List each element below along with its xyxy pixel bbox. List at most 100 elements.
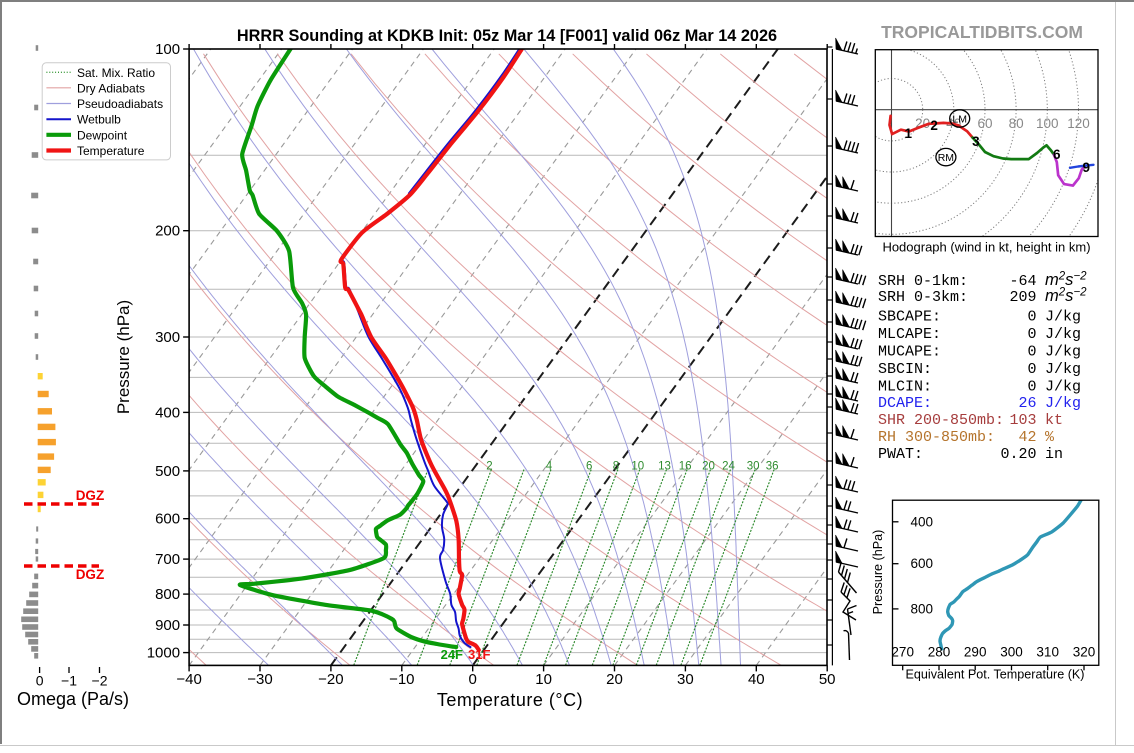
svg-text:600: 600	[911, 556, 934, 571]
svg-text:MUCAPE:: MUCAPE:	[878, 344, 941, 361]
svg-text:Temperature: Temperature	[77, 144, 145, 158]
svg-text:RM: RM	[938, 152, 954, 164]
svg-text:0.20: 0.20	[1000, 446, 1036, 463]
svg-text:500: 500	[155, 463, 180, 480]
svg-text:9: 9	[1082, 160, 1090, 175]
svg-text:−30: −30	[247, 671, 272, 688]
svg-text:100: 100	[155, 41, 180, 58]
svg-text:Temperature (°C): Temperature (°C)	[437, 690, 583, 710]
svg-text:Pressure (hPa): Pressure (hPa)	[871, 530, 885, 615]
svg-text:20: 20	[606, 671, 623, 688]
svg-text:0: 0	[1027, 344, 1036, 361]
svg-text:6: 6	[1053, 147, 1061, 162]
svg-text:MLCAPE:: MLCAPE:	[878, 326, 941, 343]
svg-text:−2: −2	[92, 673, 108, 689]
svg-text:0: 0	[1027, 326, 1036, 343]
svg-text:30: 30	[677, 671, 694, 688]
svg-text:1: 1	[904, 126, 912, 141]
svg-text:Pseudoadiabats: Pseudoadiabats	[77, 97, 163, 111]
svg-text:300: 300	[1000, 645, 1023, 660]
svg-text:PWAT:: PWAT:	[878, 446, 923, 463]
svg-text:60: 60	[977, 116, 992, 131]
svg-text:31F: 31F	[468, 647, 490, 662]
svg-text:4: 4	[546, 460, 553, 472]
svg-text:800: 800	[155, 586, 180, 603]
svg-text:10: 10	[631, 460, 644, 472]
svg-text:DGZ: DGZ	[76, 488, 105, 503]
svg-text:Equivalent Pot. Temperature (K: Equivalent Pot. Temperature (K)	[906, 668, 1085, 682]
svg-text:SHR 200-850mb:: SHR 200-850mb:	[878, 412, 1004, 429]
svg-text:LM: LM	[952, 114, 967, 126]
svg-text:Hodograph (wind in kt, height: Hodograph (wind in kt, height in km)	[882, 240, 1090, 255]
svg-text:MLCIN:: MLCIN:	[878, 378, 932, 395]
svg-text:16: 16	[679, 460, 692, 472]
svg-text:kt: kt	[1045, 412, 1063, 429]
svg-text:24F: 24F	[441, 647, 463, 662]
svg-text:in: in	[1045, 446, 1063, 463]
svg-text:0: 0	[469, 671, 477, 688]
svg-text:280: 280	[928, 645, 951, 660]
svg-text:0: 0	[1027, 308, 1036, 325]
svg-text:80: 80	[1009, 116, 1024, 131]
svg-text:42: 42	[1018, 429, 1036, 446]
svg-text:SBCAPE:: SBCAPE:	[878, 308, 941, 325]
svg-text:J/kg: J/kg	[1045, 326, 1081, 343]
svg-text:SRH 0-1km:: SRH 0-1km:	[878, 273, 968, 290]
svg-text:J/kg: J/kg	[1045, 378, 1081, 395]
svg-text:103: 103	[1009, 412, 1036, 429]
svg-text:2: 2	[486, 460, 492, 472]
svg-text:200: 200	[155, 223, 180, 240]
svg-text:8: 8	[613, 460, 619, 472]
svg-text:−20: −20	[318, 671, 343, 688]
svg-text:270: 270	[891, 645, 914, 660]
svg-text:%: %	[1045, 429, 1055, 446]
svg-text:0: 0	[1027, 361, 1036, 378]
svg-text:20: 20	[702, 460, 715, 472]
svg-text:10: 10	[535, 671, 552, 688]
svg-text:DGZ: DGZ	[76, 567, 105, 582]
svg-text:290: 290	[964, 645, 987, 660]
svg-text:310: 310	[1036, 645, 1059, 660]
svg-text:400: 400	[911, 514, 934, 529]
svg-text:TROPICALTIDBITS.COM: TROPICALTIDBITS.COM	[881, 22, 1083, 42]
svg-text:RH 300-850mb:: RH 300-850mb:	[878, 429, 995, 446]
svg-text:−10: −10	[389, 671, 414, 688]
svg-text:900: 900	[155, 617, 180, 634]
svg-text:SBCIN:: SBCIN:	[878, 361, 932, 378]
svg-text:Dewpoint: Dewpoint	[77, 128, 128, 142]
svg-text:36: 36	[766, 460, 779, 472]
svg-text:Pressure (hPa): Pressure (hPa)	[114, 300, 133, 414]
svg-text:HRRR Sounding at KDKB Init: 05: HRRR Sounding at KDKB Init: 05z Mar 14 […	[237, 27, 777, 45]
svg-text:J/kg: J/kg	[1045, 395, 1081, 412]
svg-text:800: 800	[911, 601, 934, 616]
svg-text:J/kg: J/kg	[1045, 361, 1081, 378]
svg-text:700: 700	[155, 551, 180, 568]
svg-text:Dry Adiabats: Dry Adiabats	[77, 81, 145, 95]
svg-text:300: 300	[155, 329, 180, 346]
svg-text:600: 600	[155, 511, 180, 528]
svg-text:0: 0	[36, 673, 44, 689]
svg-text:26: 26	[1018, 395, 1036, 412]
svg-text:Omega (Pa/s): Omega (Pa/s)	[17, 689, 129, 709]
svg-text:1000: 1000	[147, 645, 180, 662]
svg-text:-64: -64	[1009, 273, 1036, 290]
svg-text:Sat. Mix. Ratio: Sat. Mix. Ratio	[77, 66, 155, 80]
svg-text:30: 30	[747, 460, 760, 472]
svg-text:3: 3	[972, 134, 980, 149]
svg-text:SRH 0-3km:: SRH 0-3km:	[878, 289, 968, 306]
svg-text:−40: −40	[176, 671, 201, 688]
svg-text:320: 320	[1073, 645, 1096, 660]
svg-text:13: 13	[658, 460, 671, 472]
svg-text:100: 100	[1036, 116, 1059, 131]
svg-text:0: 0	[1027, 378, 1036, 395]
svg-text:120: 120	[1067, 116, 1090, 131]
svg-text:24: 24	[722, 460, 735, 472]
svg-text:J/kg: J/kg	[1045, 344, 1081, 361]
svg-text:209: 209	[1009, 289, 1036, 306]
svg-text:DCAPE:: DCAPE:	[878, 395, 932, 412]
svg-text:−1: −1	[61, 673, 77, 689]
svg-text:50: 50	[819, 671, 836, 688]
svg-text:400: 400	[155, 404, 180, 421]
svg-text:6: 6	[586, 460, 592, 472]
svg-text:J/kg: J/kg	[1045, 308, 1081, 325]
